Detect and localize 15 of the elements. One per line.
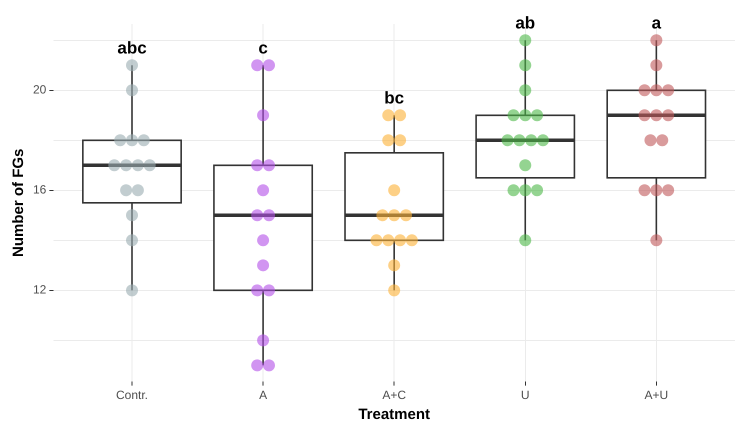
x-tick-label: A+C: [382, 388, 406, 402]
x-tick-label: A: [259, 388, 268, 402]
x-tick-label: Contr.: [116, 388, 148, 402]
annotation: abc: [117, 38, 147, 58]
annotation: ab: [515, 13, 536, 32]
x-tick-label: U: [520, 388, 530, 402]
y-axis-title: Number of FGs: [10, 148, 28, 257]
annotation: bc: [384, 88, 404, 108]
annotation: a: [652, 13, 662, 32]
x-tick-label: A+U: [644, 388, 668, 402]
y-tick-label: 20: [32, 82, 47, 97]
x-axis-title: Treatment: [358, 406, 430, 424]
y-tick-label: 16: [32, 182, 47, 197]
y-tick-label: 12: [32, 282, 47, 297]
annotation: c: [258, 38, 268, 58]
